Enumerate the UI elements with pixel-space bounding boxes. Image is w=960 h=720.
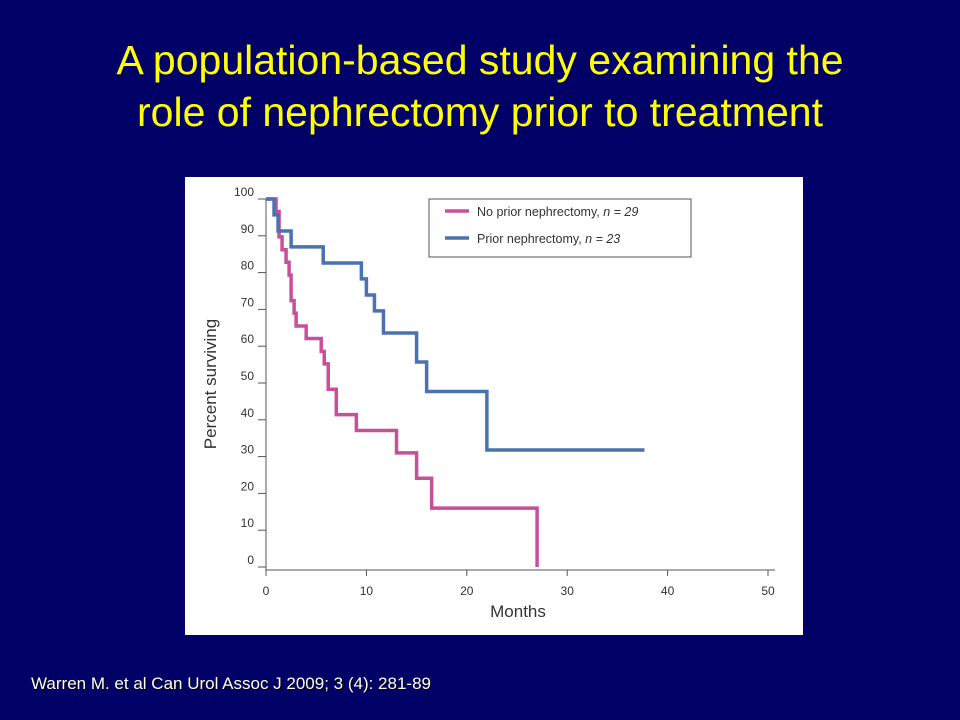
y-tick-label: 70 bbox=[241, 295, 255, 309]
legend-label-no-prior: No prior nephrectomy, n = 29 bbox=[477, 205, 638, 219]
y-tick-label: 10 bbox=[241, 516, 255, 530]
x-tick-label: 40 bbox=[661, 584, 675, 598]
series-line-prior-nephrectomy bbox=[266, 197, 645, 452]
survival-chart: 0 10 20 30 40 50 60 70 80 90 100 0 10 20 30 40 50 Month… bbox=[201, 185, 775, 621]
y-tick-label: 60 bbox=[241, 332, 255, 346]
y-ticks: 0 10 20 30 40 50 60 70 80 90 100 bbox=[234, 185, 266, 568]
slide-title-line-1: A population-based study examining the bbox=[116, 37, 844, 83]
y-tick-label: 0 bbox=[247, 553, 254, 567]
y-tick-label: 80 bbox=[241, 259, 255, 273]
x-ticks: 0 10 20 30 40 50 bbox=[263, 570, 775, 598]
x-tick-label: 20 bbox=[460, 584, 474, 598]
slide-title-line-2: role of nephrectomy prior to treatment bbox=[137, 89, 823, 135]
x-axis-label: Months bbox=[490, 602, 546, 621]
legend-label-prior: Prior nephrectomy, n = 23 bbox=[477, 232, 620, 246]
x-tick-label: 30 bbox=[561, 584, 575, 598]
y-axis-label: Percent surviving bbox=[201, 319, 220, 449]
citation: Warren M. et al Can Urol Assoc J 2009; 3… bbox=[31, 674, 431, 693]
x-tick-label: 0 bbox=[263, 584, 270, 598]
series-lines bbox=[266, 197, 645, 567]
y-tick-label: 100 bbox=[234, 185, 254, 199]
legend: No prior nephrectomy, n = 29 Prior nephr… bbox=[428, 198, 692, 258]
y-tick-label: 30 bbox=[241, 443, 255, 457]
y-tick-label: 20 bbox=[241, 479, 255, 493]
axes bbox=[265, 199, 775, 571]
series-line-no-prior-nephrectomy bbox=[266, 197, 539, 567]
y-tick-label: 50 bbox=[241, 369, 255, 383]
x-tick-label: 10 bbox=[360, 584, 374, 598]
x-tick-label: 50 bbox=[761, 584, 775, 598]
slide-title: A population-based study examining the r… bbox=[20, 34, 940, 138]
y-tick-label: 90 bbox=[241, 222, 255, 236]
legend-box bbox=[428, 198, 692, 258]
chart-panel: 0 10 20 30 40 50 60 70 80 90 100 0 10 20 30 40 50 Month… bbox=[185, 177, 803, 635]
y-tick-label: 40 bbox=[241, 406, 255, 420]
